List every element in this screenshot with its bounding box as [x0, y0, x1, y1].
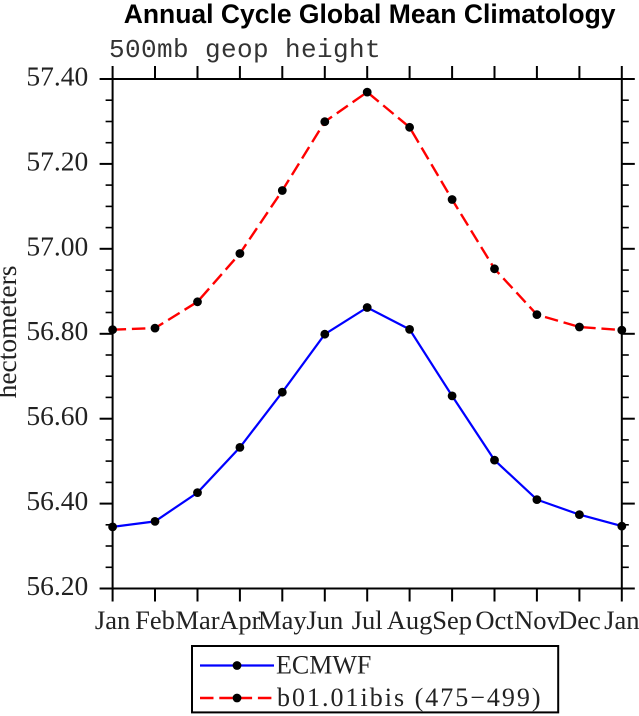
svg-text:ECMWF: ECMWF [276, 651, 371, 680]
svg-text:56.80: 56.80 [26, 315, 88, 346]
svg-text:Aug: Aug [387, 605, 433, 635]
svg-text:Jan: Jan [95, 605, 130, 635]
svg-text:Jul: Jul [352, 605, 383, 635]
svg-text:b01.01ibis (475−499): b01.01ibis (475−499) [277, 683, 543, 712]
svg-text:57.20: 57.20 [26, 145, 88, 176]
svg-text:Oct: Oct [475, 605, 514, 635]
svg-text:57.40: 57.40 [26, 61, 88, 92]
svg-text:57.00: 57.00 [26, 230, 88, 261]
svg-text:Dec: Dec [558, 605, 601, 635]
svg-text:56.60: 56.60 [26, 400, 88, 431]
svg-text:Nov: Nov [514, 605, 560, 635]
svg-text:hectometers: hectometers [0, 266, 22, 399]
svg-text:May: May [258, 605, 307, 635]
svg-text:Sep: Sep [432, 605, 472, 635]
svg-text:500mb geop height: 500mb geop height [109, 35, 381, 65]
svg-text:Annual Cycle Global Mean Clima: Annual Cycle Global Mean Climatology [124, 0, 616, 29]
svg-text:Apr: Apr [219, 605, 260, 635]
svg-text:Jan: Jan [604, 605, 639, 635]
svg-text:56.20: 56.20 [26, 570, 88, 601]
svg-text:Feb: Feb [135, 605, 175, 635]
svg-text:56.40: 56.40 [26, 485, 88, 516]
svg-text:Jun: Jun [306, 605, 343, 635]
svg-text:Mar: Mar [175, 605, 219, 635]
